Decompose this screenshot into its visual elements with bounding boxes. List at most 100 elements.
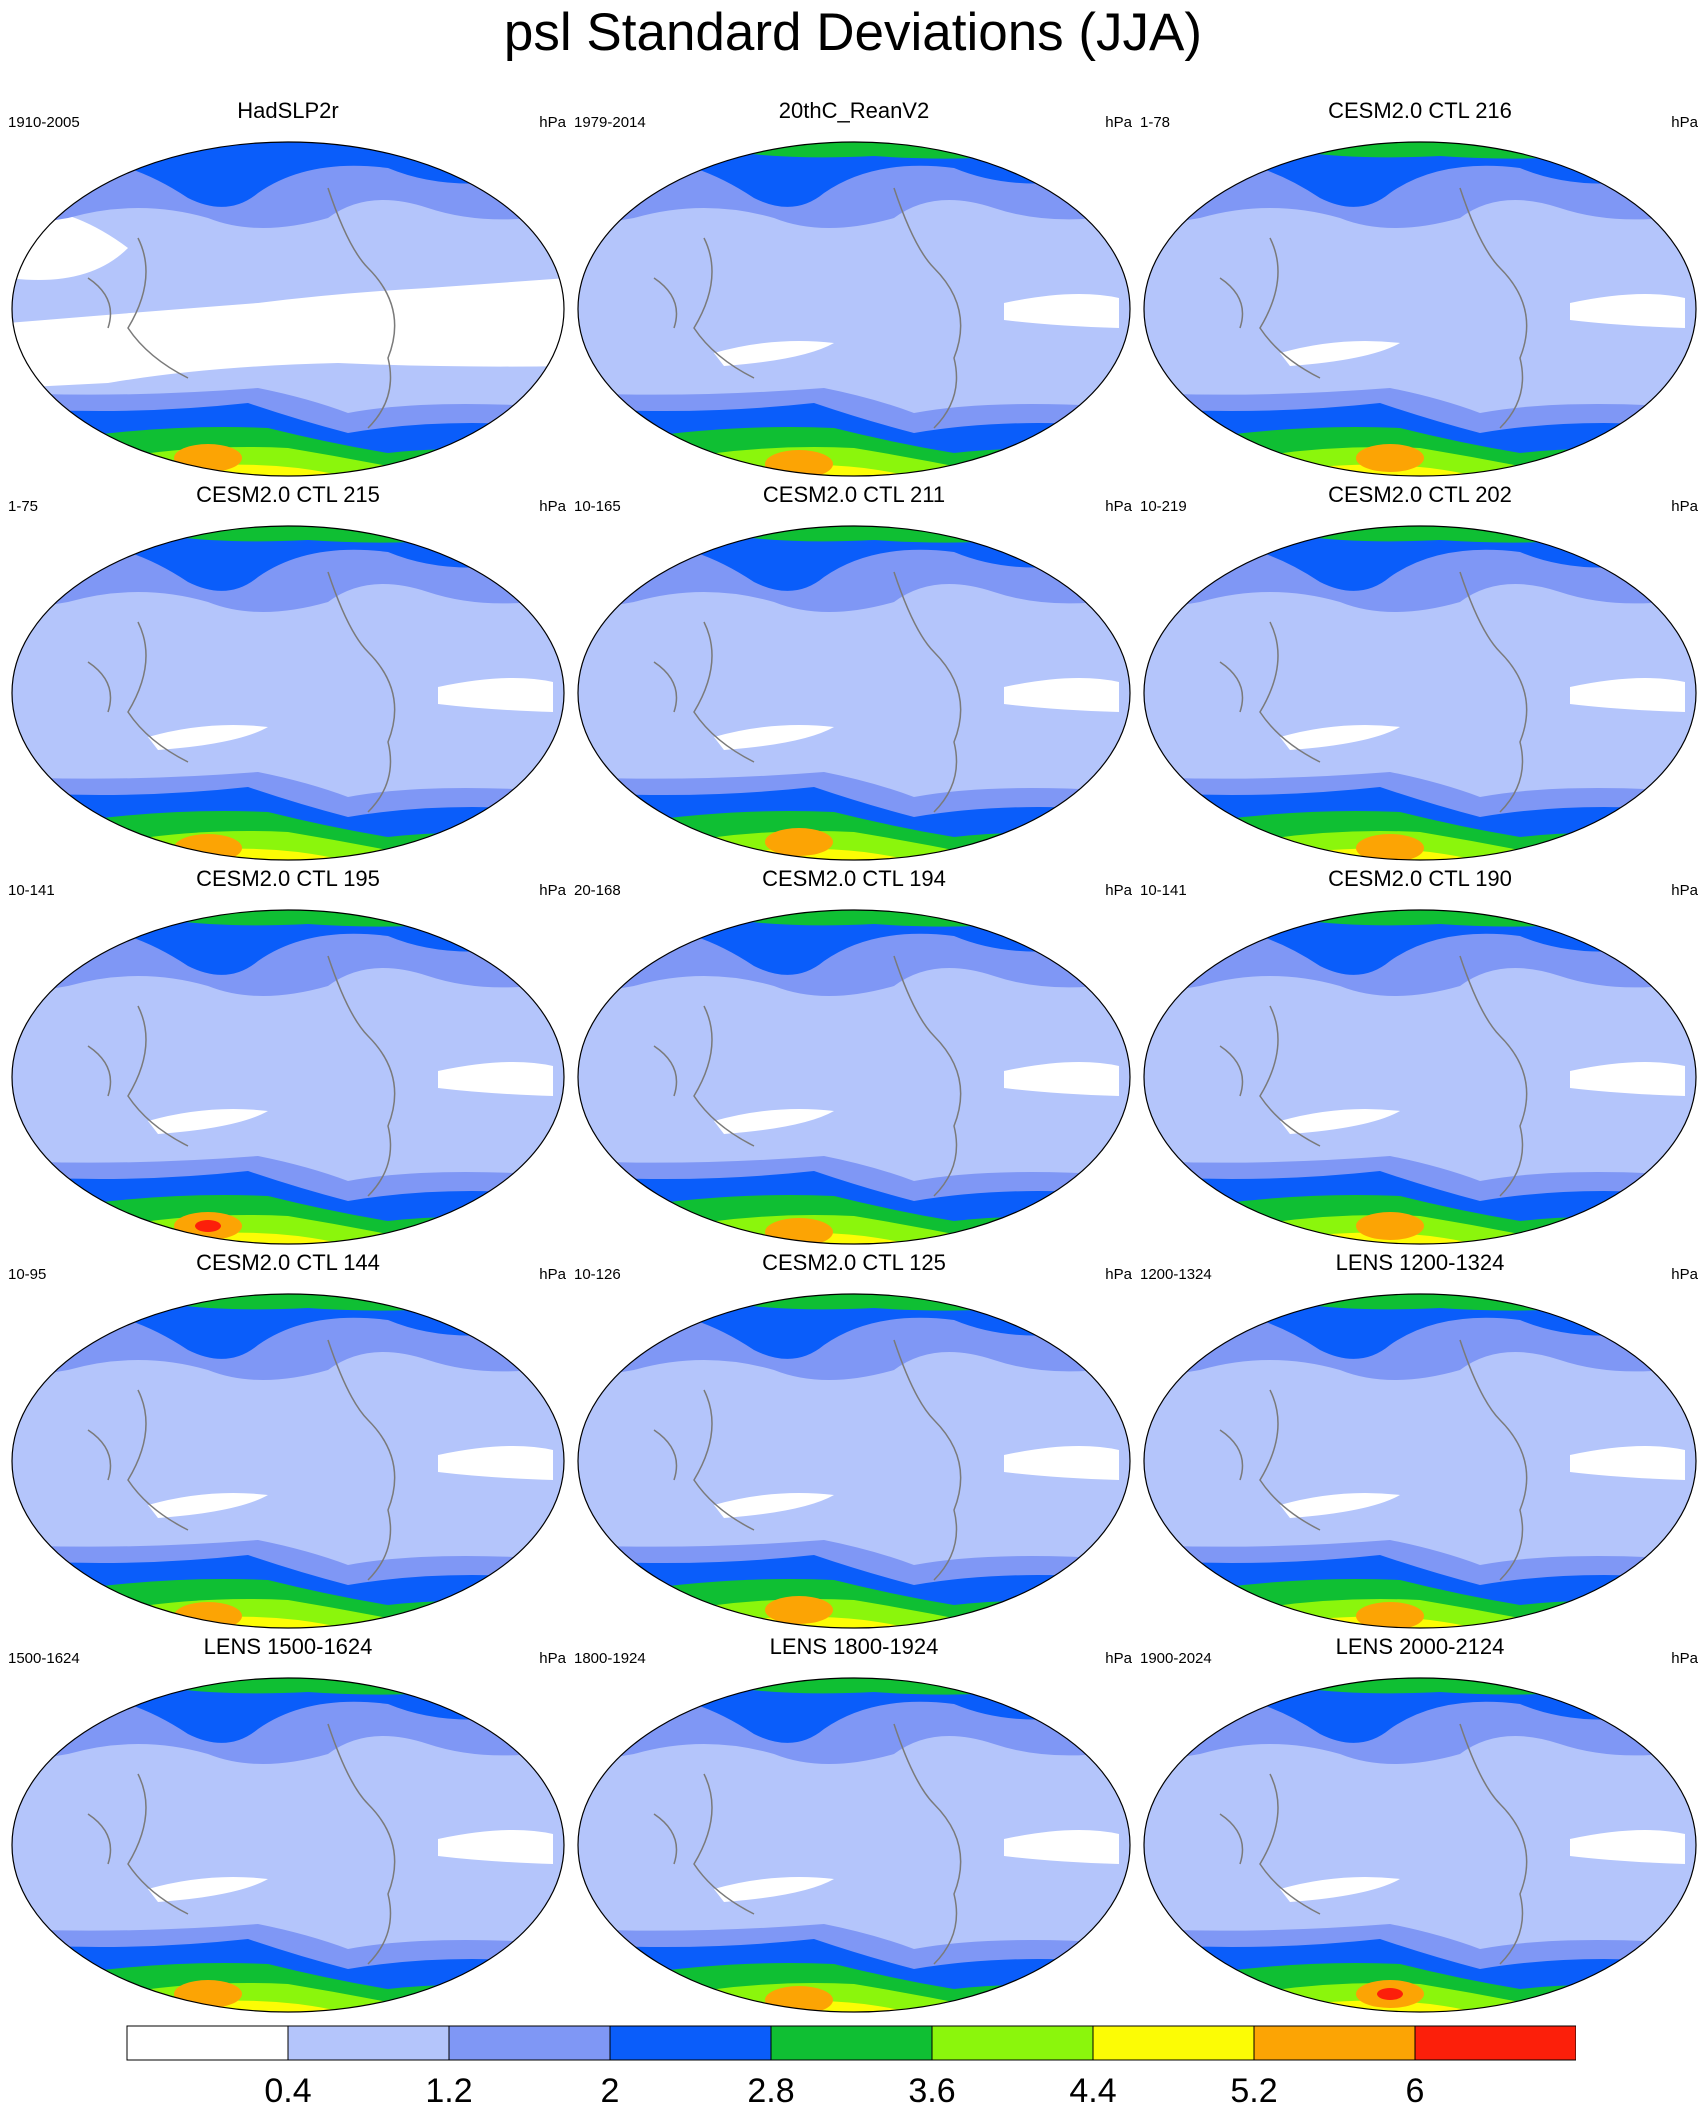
coastlines xyxy=(87,1723,396,1965)
high-variability-core xyxy=(1356,444,1424,472)
low-variability-region xyxy=(714,1830,1119,1902)
map-outline xyxy=(11,525,565,861)
panel-units: hPa xyxy=(1671,114,1698,131)
colorbar-swatch xyxy=(770,2025,933,2061)
map-svg xyxy=(11,141,565,477)
coastlines xyxy=(653,955,962,1197)
coastlines xyxy=(1219,571,1528,813)
colorbar-swatch xyxy=(1253,2025,1416,2061)
map-panel: LENS 1800-1924 1800-1924 hPa xyxy=(574,1634,1134,2018)
coastlines xyxy=(87,187,396,429)
panel-units: hPa xyxy=(539,114,566,131)
panel-units: hPa xyxy=(539,498,566,515)
colorbar-tick-label: 0.4 xyxy=(264,2072,312,2110)
colorbar-tick-label: 1.2 xyxy=(425,2072,473,2110)
coastlines xyxy=(1219,1723,1528,1965)
arctic-band xyxy=(734,1294,1054,1311)
arctic-band xyxy=(1300,910,1620,927)
map-outline xyxy=(11,909,565,1245)
coastlines xyxy=(87,571,396,813)
map-panel: CESM2.0 CTL 215 1-75 hPa xyxy=(8,482,568,866)
map-outline xyxy=(1143,1293,1697,1629)
low-variability-region xyxy=(1280,1446,1685,1518)
panel-units: hPa xyxy=(1671,498,1698,515)
map-outline xyxy=(1143,909,1697,1245)
coastlines xyxy=(1219,955,1528,1197)
panel-title: HadSLP2r xyxy=(237,98,339,123)
low-variability-region xyxy=(1280,294,1685,366)
map-svg xyxy=(11,1293,565,1629)
coastlines xyxy=(1219,1339,1528,1581)
panel-period: 10-219 xyxy=(1140,498,1187,515)
peak-variability-core xyxy=(195,1220,221,1232)
map-outline xyxy=(1143,525,1697,861)
map-outline xyxy=(11,1677,565,2013)
colorbar-tick-label: 3.6 xyxy=(908,2072,956,2110)
panel-title: CESM2.0 CTL 195 xyxy=(196,866,380,891)
low-variability-region xyxy=(714,1446,1119,1518)
arctic-band xyxy=(168,526,488,543)
colorbar-tick-label: 2 xyxy=(600,2072,620,2110)
panel-units: hPa xyxy=(1105,1266,1132,1283)
map-panel: LENS 1200-1324 1200-1324 hPa xyxy=(1140,1250,1700,1634)
low-variability-region xyxy=(714,678,1119,750)
map-outline xyxy=(1143,141,1697,477)
map-panel: HadSLP2r 1910-2005 hPa xyxy=(8,98,568,482)
colorbar-tick-label: 4.4 xyxy=(1069,2072,1117,2110)
map-svg xyxy=(11,909,565,1245)
low-variability-region xyxy=(714,1062,1119,1134)
map-panel: CESM2.0 CTL 202 10-219 hPa xyxy=(1140,482,1700,866)
map-panel: CESM2.0 CTL 195 10-141 hPa xyxy=(8,866,568,1250)
panel-title: LENS 2000-2124 xyxy=(1335,1634,1505,1659)
colorbar-tick-label: 5.2 xyxy=(1230,2072,1278,2110)
high-variability-core xyxy=(1356,1212,1424,1240)
panel-units: hPa xyxy=(1105,1650,1132,1667)
arctic-band xyxy=(1300,142,1620,159)
panel-title: CESM2.0 CTL 215 xyxy=(196,482,380,507)
high-variability-core xyxy=(174,444,242,472)
arctic-band xyxy=(168,910,488,927)
colorbar-swatch xyxy=(1092,2025,1255,2061)
map-outline xyxy=(1143,1677,1697,2013)
panel-period: 1200-1324 xyxy=(1140,1266,1212,1283)
panel-title: LENS 1800-1924 xyxy=(769,1634,939,1659)
map-svg xyxy=(11,1677,565,2013)
map-svg xyxy=(1143,1293,1697,1629)
arctic-band xyxy=(734,142,1054,159)
panel-title: LENS 1200-1324 xyxy=(1335,1250,1505,1275)
map-panel: 20thC_ReanV2 1979-2014 hPa xyxy=(574,98,1134,482)
panel-period: 1800-1924 xyxy=(574,1650,646,1667)
map-outline xyxy=(577,1293,1131,1629)
high-variability-core xyxy=(174,1980,242,2008)
map-svg xyxy=(577,1677,1131,2013)
arctic-band xyxy=(734,910,1054,927)
coastlines xyxy=(87,1339,396,1581)
map-svg xyxy=(577,141,1131,477)
map-panel: CESM2.0 CTL 211 10-165 hPa xyxy=(574,482,1134,866)
low-variability-region xyxy=(148,1062,553,1134)
peak-variability-core xyxy=(1377,1988,1403,2000)
panel-period: 10-165 xyxy=(574,498,621,515)
coastlines xyxy=(653,1723,962,1965)
panel-period: 1500-1624 xyxy=(8,1650,80,1667)
panel-units: hPa xyxy=(539,1266,566,1283)
arctic-band xyxy=(1300,526,1620,543)
low-variability-region xyxy=(714,294,1119,366)
map-svg xyxy=(577,525,1131,861)
coastlines xyxy=(653,571,962,813)
map-panel: CESM2.0 CTL 190 10-141 hPa xyxy=(1140,866,1700,1250)
panel-title: LENS 1500-1624 xyxy=(203,1634,373,1659)
low-variability-region xyxy=(1280,1062,1685,1134)
coastlines xyxy=(653,187,962,429)
colorbar-swatch xyxy=(609,2025,772,2061)
panel-period: 10-141 xyxy=(8,882,55,899)
high-variability-core xyxy=(765,1986,833,2012)
coastlines xyxy=(1219,187,1528,429)
panel-units: hPa xyxy=(1671,1266,1698,1283)
panel-period: 10-95 xyxy=(8,1266,47,1283)
colorbar-tick-label: 2.8 xyxy=(747,2072,795,2110)
colorbar-swatch xyxy=(1414,2025,1576,2061)
map-panel: CESM2.0 CTL 194 20-168 hPa xyxy=(574,866,1134,1250)
panel-title: CESM2.0 CTL 202 xyxy=(1328,482,1512,507)
panel-units: hPa xyxy=(539,882,566,899)
